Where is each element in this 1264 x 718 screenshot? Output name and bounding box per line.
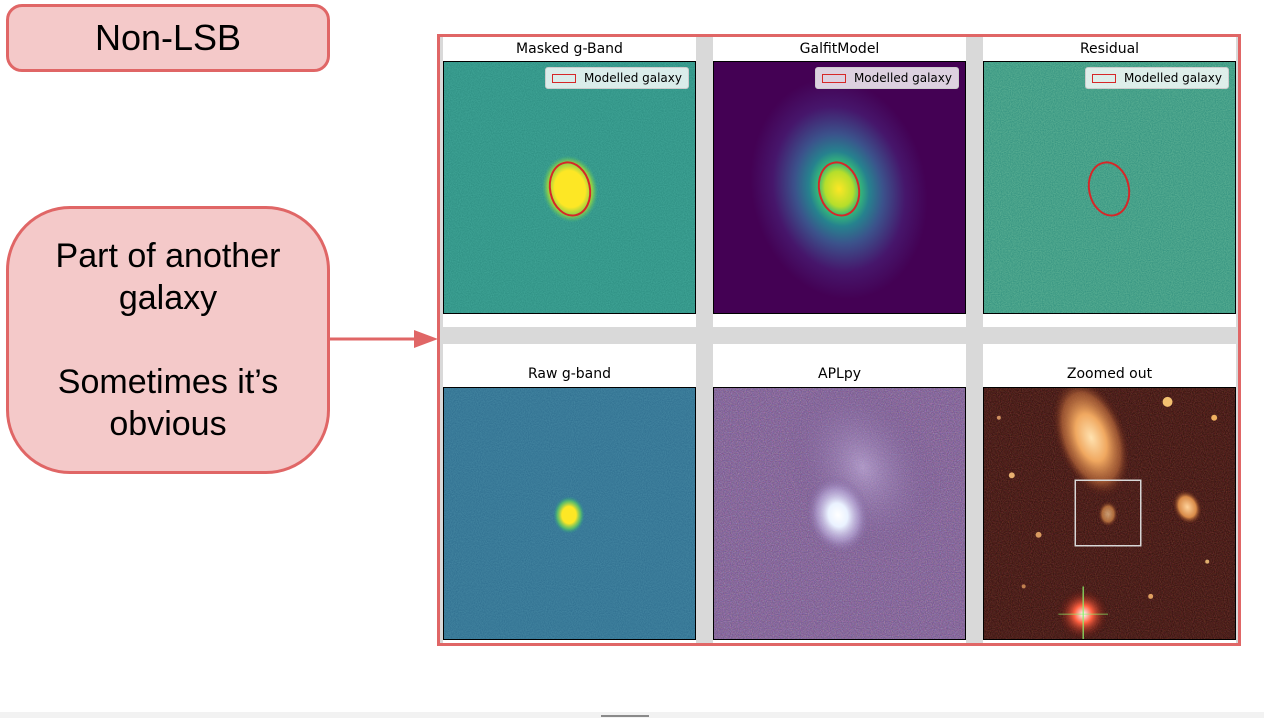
callout-line-2: galaxy xyxy=(118,279,218,317)
panel-title: Masked g-Band xyxy=(516,41,623,57)
legend: Modelled galaxy xyxy=(814,67,959,89)
callout-line-4: obvious xyxy=(109,405,227,443)
masked-g-band-image: Modelled galaxy xyxy=(443,61,696,314)
panel-zoomed-out: Zoomed out xyxy=(983,344,1236,643)
panel-title: APLpy xyxy=(818,366,861,382)
legend-swatch xyxy=(1091,73,1116,83)
panel-galfit-model: GalfitModel xyxy=(713,37,966,327)
panel-masked-g-band: Masked g-Band xyxy=(443,37,696,327)
callout-box: Part of another galaxy Sometimes it’s ob… xyxy=(6,206,330,474)
legend: Modelled galaxy xyxy=(1084,67,1229,89)
scroll-indicator[interactable] xyxy=(601,715,649,717)
panel-title: Residual xyxy=(1079,41,1140,57)
legend-swatch xyxy=(821,73,846,83)
aplpy-image xyxy=(713,387,966,640)
panel-title: GalfitModel xyxy=(799,41,880,57)
raw-g-band-image xyxy=(443,387,696,640)
legend-label: Modelled galaxy xyxy=(853,71,952,85)
panel-raw-g-band: Raw g-band xyxy=(443,344,696,643)
bottom-scroll-bar xyxy=(0,712,1264,718)
legend-label: Modelled galaxy xyxy=(583,71,682,85)
zoomed-out-image xyxy=(983,387,1236,640)
figure-grid-frame: Masked g-Band xyxy=(437,34,1241,646)
legend-swatch xyxy=(551,73,576,83)
panel-title: Raw g-band xyxy=(527,366,612,382)
legend: Modelled galaxy xyxy=(544,67,689,89)
galfit-model-image: Modelled galaxy xyxy=(713,61,966,314)
residual-image: Modelled galaxy xyxy=(983,61,1236,314)
non-lsb-text: Non-LSB xyxy=(94,17,242,58)
callout-arrow xyxy=(328,330,438,348)
callout-line-1: Part of another xyxy=(55,237,281,275)
panel-residual: Residual Modelled galaxy xyxy=(983,37,1236,327)
panel-aplpy: APLpy xyxy=(713,344,966,643)
non-lsb-label: Non-LSB xyxy=(6,4,330,72)
panel-title: Zoomed out xyxy=(1066,366,1153,382)
callout-line-3: Sometimes it’s xyxy=(57,363,279,401)
legend-label: Modelled galaxy xyxy=(1123,71,1222,85)
